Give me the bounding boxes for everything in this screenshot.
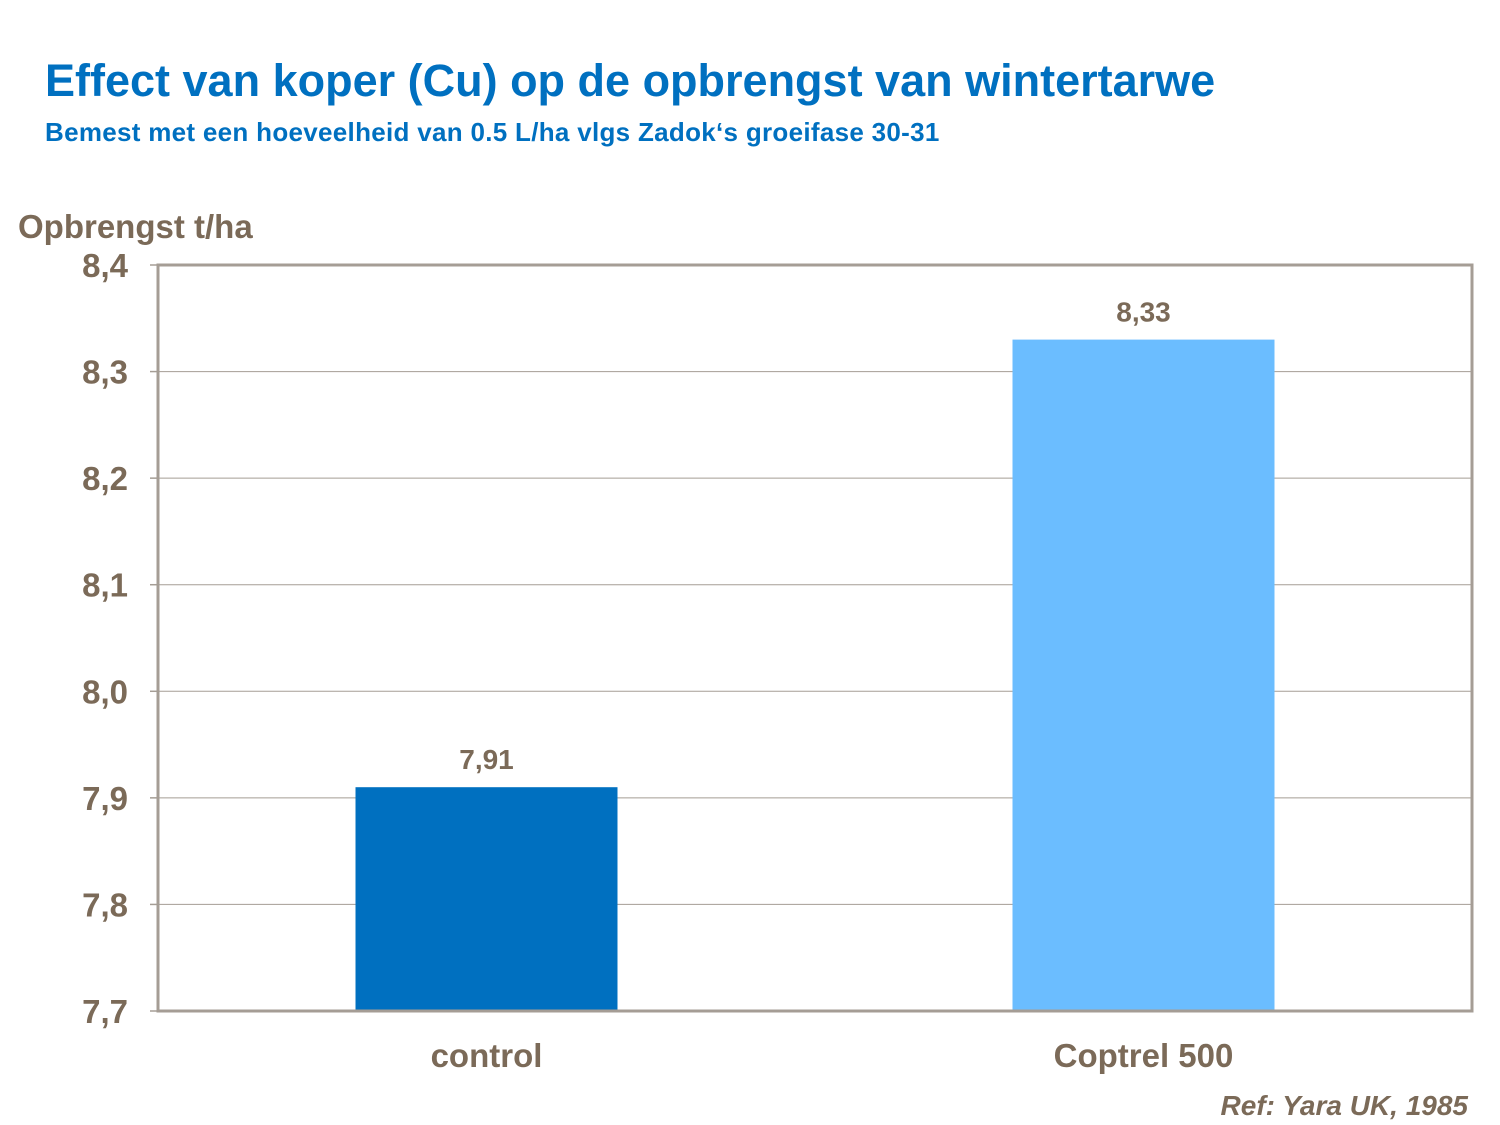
y-tick-label: 8,2 [82,460,128,497]
y-tick-label: 7,8 [82,886,128,923]
chart-title: Effect van koper (Cu) op de opbrengst va… [45,55,1216,106]
y-tick-label: 7,9 [82,780,128,817]
data-label: 8,33 [1116,297,1171,328]
y-tick-label: 8,0 [82,673,128,710]
y-axis-label: Opbrengst t/ha [18,208,253,245]
data-label: 7,91 [459,744,514,775]
y-tick-label: 8,4 [82,247,129,284]
bar [1012,339,1275,1012]
x-tick-label: Coptrel 500 [1054,1037,1234,1074]
y-tick-label: 7,7 [82,993,128,1030]
bar [355,787,618,1011]
chart-subtitle: Bemest met een hoeveelheid van 0.5 L/ha … [45,117,940,147]
x-tick-label: control [431,1037,543,1074]
y-tick-label: 8,1 [82,567,128,604]
reference-annotation: Ref: Yara UK, 1985 [1220,1090,1468,1121]
y-tick-label: 8,3 [82,354,128,391]
plot-area-border [156,263,1474,1013]
